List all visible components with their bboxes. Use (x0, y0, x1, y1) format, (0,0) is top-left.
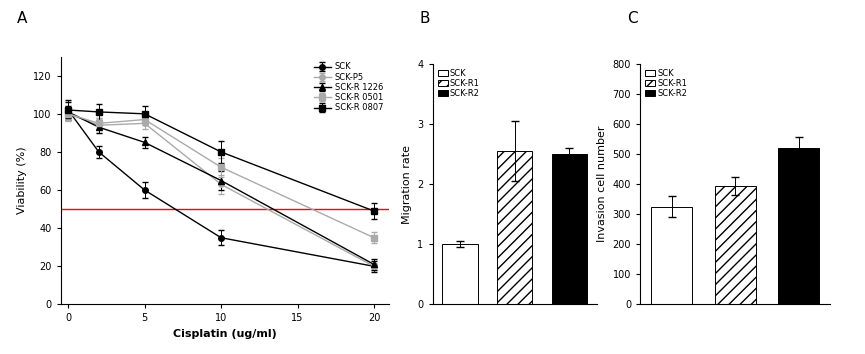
Text: B: B (420, 11, 430, 25)
Bar (552, 154, 587, 304)
X-axis label: Cisplatin (ug/ml): Cisplatin (ug/ml) (173, 329, 277, 339)
Legend: SCK, SCK-P5, SCK-R 1226, SCK-R 0501, SCK-R 0807: SCK, SCK-P5, SCK-R 1226, SCK-R 0501, SCK… (312, 61, 385, 114)
Legend: SCK, SCK-R1, SCK-R2: SCK, SCK-R1, SCK-R2 (437, 68, 481, 99)
Bar (497, 151, 533, 304)
Y-axis label: Migration rate: Migration rate (401, 144, 412, 224)
Text: A: A (17, 11, 28, 25)
Bar (442, 244, 477, 304)
Text: C: C (627, 11, 638, 25)
Y-axis label: Viability (%): Viability (%) (17, 147, 28, 215)
Y-axis label: Invasion cell number: Invasion cell number (597, 126, 607, 242)
Bar (714, 185, 756, 304)
Bar (651, 207, 693, 304)
Bar (778, 148, 819, 304)
Legend: SCK, SCK-R1, SCK-R2: SCK, SCK-R1, SCK-R2 (644, 68, 689, 99)
